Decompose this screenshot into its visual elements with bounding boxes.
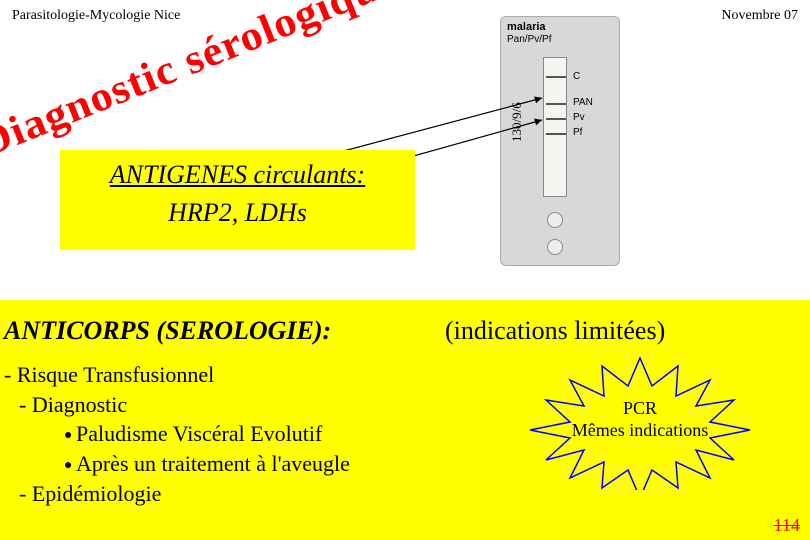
device-subtype: Pan/Pv/Pf xyxy=(507,34,551,45)
anticorps-title: ANTICORPS (SEROLOGIE): xyxy=(4,316,331,346)
antigenes-heading: ANTIGENES circulants: xyxy=(60,160,415,190)
label-pan: PAN xyxy=(573,97,593,108)
pcr-starburst: PCR Mêmes indications xyxy=(510,350,770,490)
test-strip-window xyxy=(543,57,567,197)
strip-line-pan xyxy=(546,103,566,105)
slide-title: Diagnostic sérologique xyxy=(0,0,405,168)
indications-note: (indications limitées) xyxy=(445,316,665,346)
pcr-text: PCR Mêmes indications xyxy=(510,398,770,441)
header-right: Novembre 07 xyxy=(721,8,798,24)
antigenes-box: ANTIGENES circulants: HRP2, LDHs xyxy=(60,150,415,250)
antigenes-content: HRP2, LDHs xyxy=(60,198,415,228)
strip-line-pv xyxy=(546,118,566,120)
sample-well-1 xyxy=(547,212,563,228)
handwritten-note: 130/9/6 xyxy=(509,102,525,142)
anticorps-bullets: - Risque Transfusionnel - Diagnostic Pal… xyxy=(4,360,350,508)
bullet-2a: Paludisme Viscéral Evolutif xyxy=(4,419,350,449)
bullet-3: - Epidémiologie xyxy=(4,479,350,509)
label-pf: Pf xyxy=(573,127,582,138)
label-c: C xyxy=(573,71,580,82)
strip-line-c xyxy=(546,76,566,78)
malaria-test-device: malaria Pan/Pv/Pf C PAN Pv Pf 130/9/6 xyxy=(500,16,620,266)
page-number: 114 xyxy=(774,515,800,536)
header-left: Parasitologie-Mycologie Nice xyxy=(12,8,180,24)
bullet-2b: Après un traitement à l'aveugle xyxy=(4,449,350,479)
pcr-line1: PCR xyxy=(623,398,657,418)
pcr-line2: Mêmes indications xyxy=(572,420,708,440)
bullet-1: - Risque Transfusionnel xyxy=(4,360,350,390)
sample-well-2 xyxy=(547,239,563,255)
device-brand: malaria xyxy=(507,21,546,33)
strip-line-pf xyxy=(546,133,566,135)
bullet-2: - Diagnostic xyxy=(4,390,350,420)
label-pv: Pv xyxy=(573,112,585,123)
